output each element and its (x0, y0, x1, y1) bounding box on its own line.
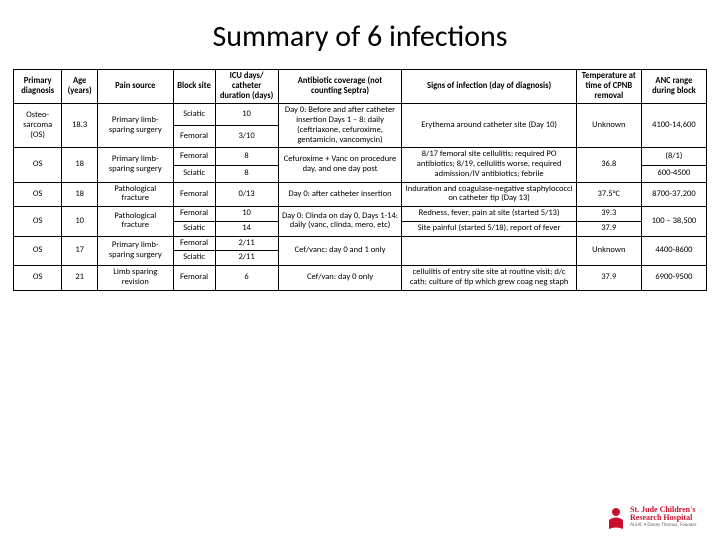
cell-age: 18.3 (62, 104, 98, 148)
table-row: OS 21 Limb sparing revision Femoral 6 Ce… (14, 266, 707, 291)
cell-icu: 3/10 (215, 126, 278, 148)
cell-block: Femoral (173, 182, 215, 207)
cell-sign: Site painful (started 5/18), report of f… (402, 221, 576, 236)
cell-abx: Cef/vanc: day 0 and 1 only (278, 236, 402, 266)
stjude-logo-subtext: ALSAC • Danny Thomas, Founder (630, 522, 696, 528)
cell-abx: Cefuroxime + Vanc on procedure day, and … (278, 148, 402, 182)
cell-temp: 39.3 (576, 207, 641, 222)
page-title: Summary of 6 infections (0, 0, 720, 69)
table-row: Osteo-sarcoma (OS) 18.3 Primary limb-spa… (14, 104, 707, 126)
cell-icu: 10 (215, 104, 278, 126)
cell-age: 18 (62, 182, 98, 207)
col-antibiotic: Antibiotic coverage (not counting Septra… (278, 70, 402, 104)
cell-anc: 4400-8600 (641, 236, 706, 266)
cell-icu: 10 (215, 207, 278, 222)
infections-table: Primary diagnosis Age (years) Pain sourc… (13, 69, 707, 291)
cell-icu: 0/13 (215, 182, 278, 207)
cell-pain: Primary limb-sparing surgery (97, 236, 173, 266)
cell-anc: 100 – 38,500 (641, 207, 706, 237)
cell-sign: Erythema around catheter site (Day 10) (402, 104, 576, 148)
cell-age: 17 (62, 236, 98, 266)
cell-temp: Unknown (576, 104, 641, 148)
cell-age: 21 (62, 266, 98, 291)
cell-pain: Primary limb-sparing surgery (97, 104, 173, 148)
cell-icu: 8 (215, 165, 278, 182)
cell-anc: 4100-14,600 (641, 104, 706, 148)
cell-abx: Day 0: Clinda on day 0, Days 1-14: daily… (278, 207, 402, 237)
cell-pain: Pathological fracture (97, 182, 173, 207)
cell-anc-paren: (8/1) (641, 148, 706, 165)
stjude-logo: St. Jude Children'sResearch Hospital ALS… (606, 504, 706, 532)
cell-temp: 36.8 (576, 148, 641, 182)
cell-pain: Limb sparing revision (97, 266, 173, 291)
col-anc: ANC range during block (641, 70, 706, 104)
cell-icu: 8 (215, 148, 278, 165)
cell-abx: Day 0: Before and after catheter inserti… (278, 104, 402, 148)
col-temperature: Temperature at time of CPNB removal (576, 70, 641, 104)
cell-anc: 8700-37,200 (641, 182, 706, 207)
cell-block: Sciatic (173, 251, 215, 266)
cell-anc: 6900-9500 (641, 266, 706, 291)
cell-icu: 6 (215, 266, 278, 291)
cell-temp: Unknown (576, 236, 641, 266)
cell-block: Sciatic (173, 221, 215, 236)
cell-temp: 37.9 (576, 221, 641, 236)
table-header-row: Primary diagnosis Age (years) Pain sourc… (14, 70, 707, 104)
col-age: Age (years) (62, 70, 98, 104)
table-row: OS 10 Pathological fracture Femoral 10 D… (14, 207, 707, 222)
cell-block: Femoral (173, 236, 215, 251)
cell-age: 18 (62, 148, 98, 182)
cell-block: Sciatic (173, 104, 215, 126)
cell-block: Femoral (173, 207, 215, 222)
cell-sign (402, 236, 576, 266)
col-signs: Signs of infection (day of diagnosis) (402, 70, 576, 104)
cell-sign: Redness, fever, pain at site (started 5/… (402, 207, 576, 222)
cell-temp: 37.5°C (576, 182, 641, 207)
table-row: OS 18 Primary limb-sparing surgery Femor… (14, 148, 707, 165)
cell-pain: Primary limb-sparing surgery (97, 148, 173, 182)
cell-icu: 2/11 (215, 236, 278, 251)
col-icu-days: ICU days/ catheter duration (days) (215, 70, 278, 104)
cell-block: Femoral (173, 126, 215, 148)
col-pain-source: Pain source (97, 70, 173, 104)
cell-abx: Cef/van: day 0 only (278, 266, 402, 291)
table-row: OS 18 Pathological fracture Femoral 0/13… (14, 182, 707, 207)
cell-diagnosis: OS (14, 236, 62, 266)
table-row: OS 17 Primary limb-sparing surgery Femor… (14, 236, 707, 251)
cell-anc: 600-4500 (641, 165, 706, 182)
cell-block: Sciatic (173, 165, 215, 182)
cell-diagnosis: OS (14, 148, 62, 182)
cell-block: Femoral (173, 148, 215, 165)
cell-diagnosis: OS (14, 207, 62, 237)
cell-pain: Pathological fracture (97, 207, 173, 237)
cell-age: 10 (62, 207, 98, 237)
cell-icu: 2/11 (215, 251, 278, 266)
cell-temp: 37.9 (576, 266, 641, 291)
cell-diagnosis: OS (14, 182, 62, 207)
cell-diagnosis: OS (14, 266, 62, 291)
cell-sign: 8/17 femoral site cellulitis; required P… (402, 148, 576, 182)
stjude-logo-text: St. Jude Children'sResearch Hospital (630, 506, 695, 522)
stjude-child-icon (606, 506, 626, 530)
cell-sign: cellulitis of entry site site at routine… (402, 266, 576, 291)
col-diagnosis: Primary diagnosis (14, 70, 62, 104)
cell-icu: 14 (215, 221, 278, 236)
cell-block: Femoral (173, 266, 215, 291)
cell-sign: Induration and coagulase-negative staphy… (402, 182, 576, 207)
col-block-site: Block site (173, 70, 215, 104)
cell-diagnosis: Osteo-sarcoma (OS) (14, 104, 62, 148)
cell-abx: Day 0: after catheter insertion (278, 182, 402, 207)
